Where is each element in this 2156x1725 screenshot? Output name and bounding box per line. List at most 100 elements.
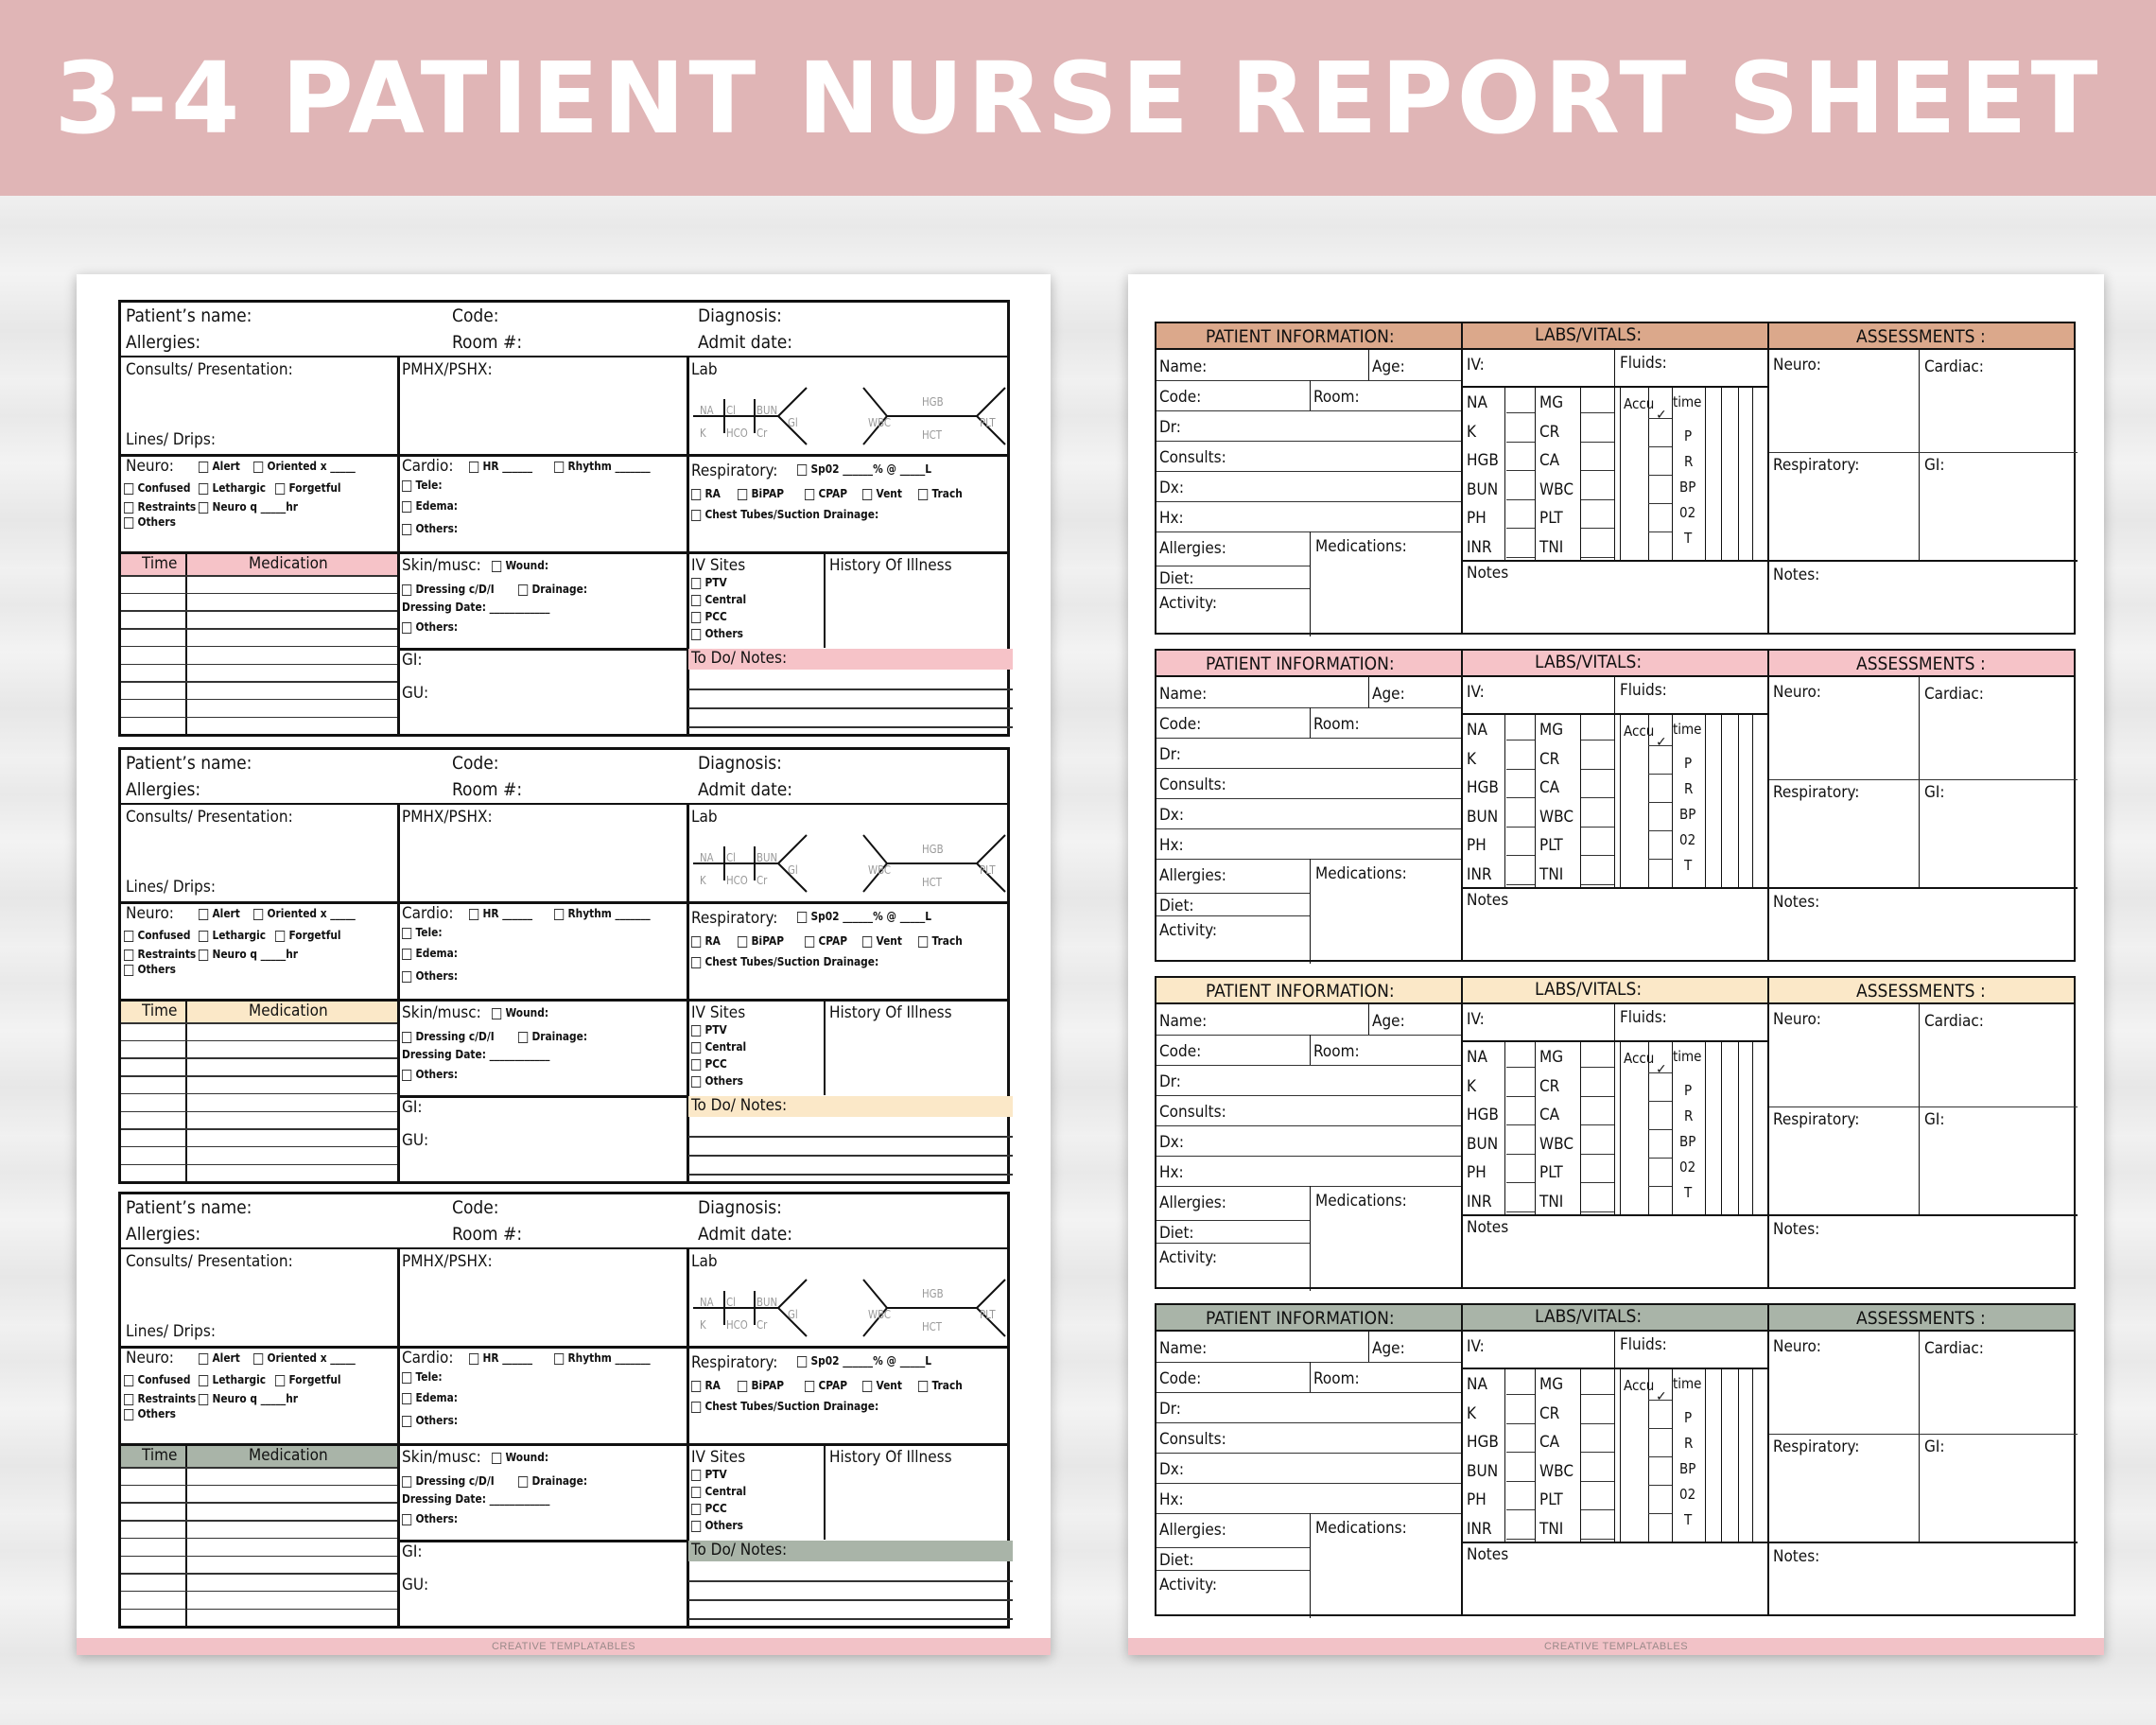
checkbox[interactable]: [492, 1452, 502, 1464]
vent-checkbox[interactable]: Vent: [862, 487, 902, 500]
checkbox[interactable]: [805, 1380, 815, 1392]
dressing-checkbox[interactable]: Dressing c/D/I: [402, 583, 495, 596]
checkbox[interactable]: [691, 1041, 702, 1054]
iv-others-checkbox[interactable]: Others: [691, 627, 743, 640]
skin-others-checkbox[interactable]: Others:: [402, 1512, 458, 1525]
checkbox[interactable]: [554, 908, 565, 920]
lethargic-checkbox[interactable]: Lethargic: [199, 481, 266, 495]
cardio-others-checkbox[interactable]: Others:: [402, 522, 458, 535]
drainage-checkbox[interactable]: Drainage:: [518, 1030, 587, 1043]
checkbox[interactable]: [253, 1352, 264, 1365]
pcc-checkbox[interactable]: PCC: [691, 1502, 727, 1515]
neuro-others-checkbox[interactable]: Others: [124, 963, 176, 976]
neuro-q-checkbox[interactable]: Neuro q _____hr: [199, 1392, 298, 1405]
ra-checkbox[interactable]: RA: [691, 934, 721, 948]
chest-tubes-checkbox[interactable]: Chest Tubes/Suction Drainage:: [691, 1400, 878, 1413]
checkbox[interactable]: [862, 935, 873, 948]
checkbox[interactable]: [275, 1374, 286, 1386]
central-checkbox[interactable]: Central: [691, 1040, 746, 1054]
checkbox[interactable]: [691, 1075, 702, 1088]
confused-checkbox[interactable]: Confused: [124, 1373, 190, 1386]
checkbox[interactable]: [691, 935, 702, 948]
restraints-checkbox[interactable]: Restraints: [124, 948, 196, 961]
checkbox[interactable]: [199, 461, 209, 473]
checkbox[interactable]: [199, 908, 209, 920]
pcc-checkbox[interactable]: PCC: [691, 1057, 727, 1071]
neuro-others-checkbox[interactable]: Others: [124, 1407, 176, 1420]
sp02-checkbox[interactable]: Sp02 ______% @ _____L: [797, 910, 931, 923]
skin-others-checkbox[interactable]: Others:: [402, 620, 458, 634]
iv-others-checkbox[interactable]: Others: [691, 1074, 743, 1088]
skin-others-checkbox[interactable]: Others:: [402, 1068, 458, 1081]
checkbox[interactable]: [691, 577, 702, 589]
checkbox[interactable]: [691, 509, 702, 521]
forgetful-checkbox[interactable]: Forgetful: [275, 481, 341, 495]
wound-checkbox[interactable]: Wound:: [492, 559, 548, 572]
checkbox[interactable]: [124, 482, 134, 495]
edema-checkbox[interactable]: Edema:: [402, 499, 458, 513]
checkbox[interactable]: [402, 1475, 412, 1488]
oriented-checkbox[interactable]: Oriented x _____: [253, 907, 356, 920]
checkbox[interactable]: [797, 463, 808, 476]
checkbox[interactable]: [469, 461, 479, 473]
checkbox[interactable]: [402, 621, 412, 634]
checkbox[interactable]: [199, 1352, 209, 1365]
checkbox[interactable]: [275, 482, 286, 495]
checkbox[interactable]: [691, 1520, 702, 1532]
checkbox[interactable]: [862, 488, 873, 500]
checkbox[interactable]: [124, 949, 134, 961]
checkbox[interactable]: [492, 560, 502, 572]
checkbox[interactable]: [805, 488, 815, 500]
checkbox[interactable]: [253, 908, 264, 920]
confused-checkbox[interactable]: Confused: [124, 929, 190, 942]
checkbox[interactable]: [275, 930, 286, 942]
checkbox[interactable]: [691, 1401, 702, 1413]
trach-checkbox[interactable]: Trach: [918, 934, 963, 948]
checkbox[interactable]: [862, 1380, 873, 1392]
checkbox[interactable]: [691, 956, 702, 968]
checkbox[interactable]: [691, 1486, 702, 1498]
cpap-checkbox[interactable]: CPAP: [805, 487, 847, 500]
checkbox[interactable]: [124, 501, 134, 514]
checkbox[interactable]: [199, 930, 209, 942]
checkbox[interactable]: [691, 628, 702, 640]
forgetful-checkbox[interactable]: Forgetful: [275, 1373, 341, 1386]
restraints-checkbox[interactable]: Restraints: [124, 1392, 196, 1405]
checkbox[interactable]: [199, 501, 209, 514]
checkbox[interactable]: [469, 1352, 479, 1365]
alert-checkbox[interactable]: Alert: [199, 1351, 240, 1365]
checkbox[interactable]: [691, 594, 702, 606]
cpap-checkbox[interactable]: CPAP: [805, 1379, 847, 1392]
neuro-others-checkbox[interactable]: Others: [124, 515, 176, 529]
alert-checkbox[interactable]: Alert: [199, 460, 240, 473]
checkbox[interactable]: [918, 1380, 929, 1392]
checkbox[interactable]: [402, 948, 412, 960]
drainage-checkbox[interactable]: Drainage:: [518, 1474, 587, 1488]
checkbox[interactable]: [402, 523, 412, 535]
ptv-checkbox[interactable]: PTV: [691, 1468, 727, 1481]
oriented-checkbox[interactable]: Oriented x _____: [253, 1351, 356, 1365]
bipap-checkbox[interactable]: BiPAP: [738, 487, 784, 500]
checkbox[interactable]: [691, 488, 702, 500]
checkbox[interactable]: [402, 1415, 412, 1427]
tele-checkbox[interactable]: Tele:: [402, 926, 443, 939]
alert-checkbox[interactable]: Alert: [199, 907, 240, 920]
checkbox[interactable]: [918, 488, 929, 500]
checkbox[interactable]: [124, 1408, 134, 1420]
checkbox[interactable]: [797, 1355, 808, 1368]
rhythm-checkbox[interactable]: Rhythm _______: [554, 460, 651, 473]
ra-checkbox[interactable]: RA: [691, 487, 721, 500]
forgetful-checkbox[interactable]: Forgetful: [275, 929, 341, 942]
bipap-checkbox[interactable]: BiPAP: [738, 934, 784, 948]
dressing-checkbox[interactable]: Dressing c/D/I: [402, 1030, 495, 1043]
checkbox[interactable]: [253, 461, 264, 473]
trach-checkbox[interactable]: Trach: [918, 1379, 963, 1392]
checkbox[interactable]: [469, 908, 479, 920]
vent-checkbox[interactable]: Vent: [862, 1379, 902, 1392]
checkbox[interactable]: [691, 1380, 702, 1392]
checkbox[interactable]: [518, 1031, 529, 1043]
dressing-checkbox[interactable]: Dressing c/D/I: [402, 1474, 495, 1488]
checkbox[interactable]: [402, 500, 412, 513]
wound-checkbox[interactable]: Wound:: [492, 1006, 548, 1019]
checkbox[interactable]: [918, 935, 929, 948]
